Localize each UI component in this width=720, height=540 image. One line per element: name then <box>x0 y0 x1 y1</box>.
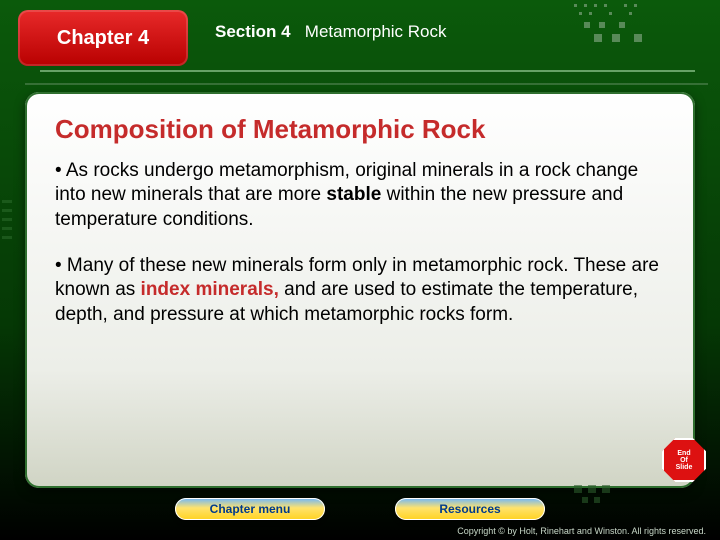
divider-line-1 <box>40 70 695 72</box>
bullet-2-highlight: index minerals, <box>141 279 279 300</box>
end-of-slide-icon: End Of Slide <box>662 438 706 482</box>
bullet-2: • Many of these new minerals form only i… <box>55 254 665 327</box>
chapter-menu-button[interactable]: Chapter menu <box>175 498 325 520</box>
stop-line3: Slide <box>676 464 693 471</box>
decoration-top-dots <box>564 2 714 57</box>
bottom-nav: Chapter menu Resources <box>0 498 720 520</box>
stop-line2: Of <box>680 457 688 464</box>
chapter-tab: Chapter 4 <box>18 10 188 66</box>
chapter-menu-label: Chapter menu <box>210 502 291 516</box>
bullet-1: • As rocks undergo metamorphism, origina… <box>55 159 665 232</box>
resources-button[interactable]: Resources <box>395 498 545 520</box>
content-card: Composition of Metamorphic Rock • As roc… <box>25 92 695 488</box>
section-heading: Section 4 Metamorphic Rock <box>215 22 447 42</box>
chapter-label: Chapter 4 <box>57 27 149 50</box>
divider-line-2 <box>25 83 708 85</box>
stop-line1: End <box>677 450 690 457</box>
resources-label: Resources <box>439 502 500 516</box>
decoration-left-bars <box>2 200 16 245</box>
section-title: Metamorphic Rock <box>305 22 447 41</box>
section-prefix: Section 4 <box>215 22 291 41</box>
slide-title: Composition of Metamorphic Rock <box>55 114 665 145</box>
copyright-text: Copyright © by Holt, Rinehart and Winsto… <box>457 526 706 536</box>
bullet-1-bold: stable <box>326 184 381 205</box>
